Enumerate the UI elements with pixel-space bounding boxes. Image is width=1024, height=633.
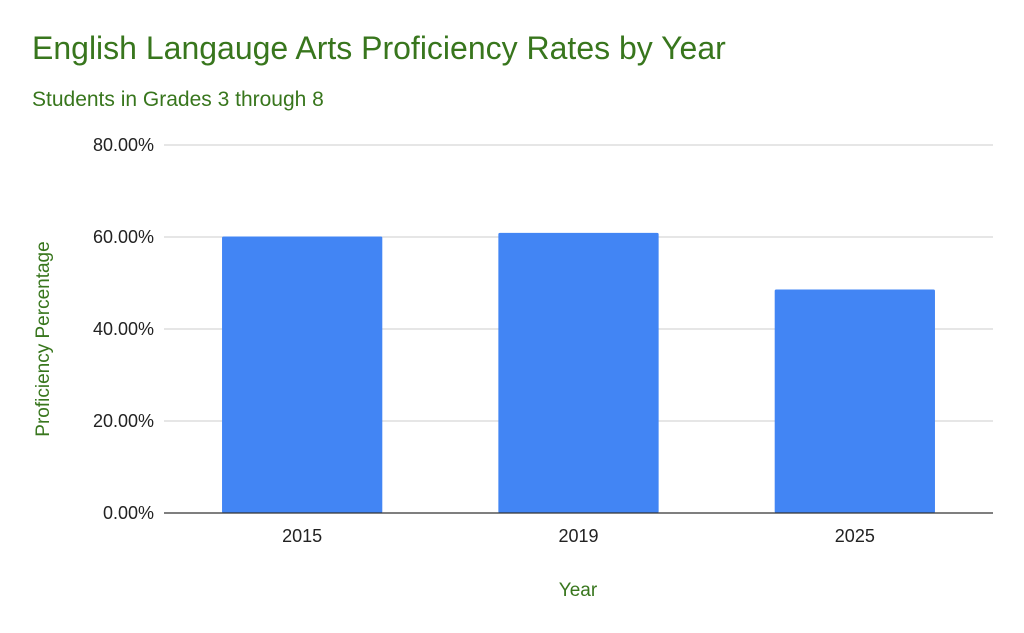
axes: 0.00% 20.00% 40.00% 60.00% 80.00% 2015 2019 202… bbox=[93, 135, 993, 546]
x-tick-label: 2025 bbox=[835, 526, 875, 546]
y-tick-label: 60.00% bbox=[93, 227, 154, 247]
bar-2015[interactable] bbox=[222, 236, 383, 514]
x-tick-label: 2019 bbox=[558, 526, 598, 546]
y-tick-label: 80.00% bbox=[93, 135, 154, 155]
chart-title: English Langauge Arts Proficiency Rates … bbox=[32, 30, 726, 66]
bar-2025[interactable] bbox=[774, 289, 935, 513]
y-tick-label: 40.00% bbox=[93, 319, 154, 339]
x-axis-title: Year bbox=[559, 580, 598, 601]
chart-subtitle: Students in Grades 3 through 8 bbox=[32, 88, 324, 111]
y-tick-label: 20.00% bbox=[93, 411, 154, 431]
y-axis-title: Proficiency Percentage bbox=[33, 241, 54, 436]
bar-2019[interactable] bbox=[498, 232, 659, 514]
x-tick-label: 2015 bbox=[282, 526, 322, 546]
bars bbox=[222, 232, 935, 514]
y-tick-label: 0.00% bbox=[103, 503, 154, 523]
